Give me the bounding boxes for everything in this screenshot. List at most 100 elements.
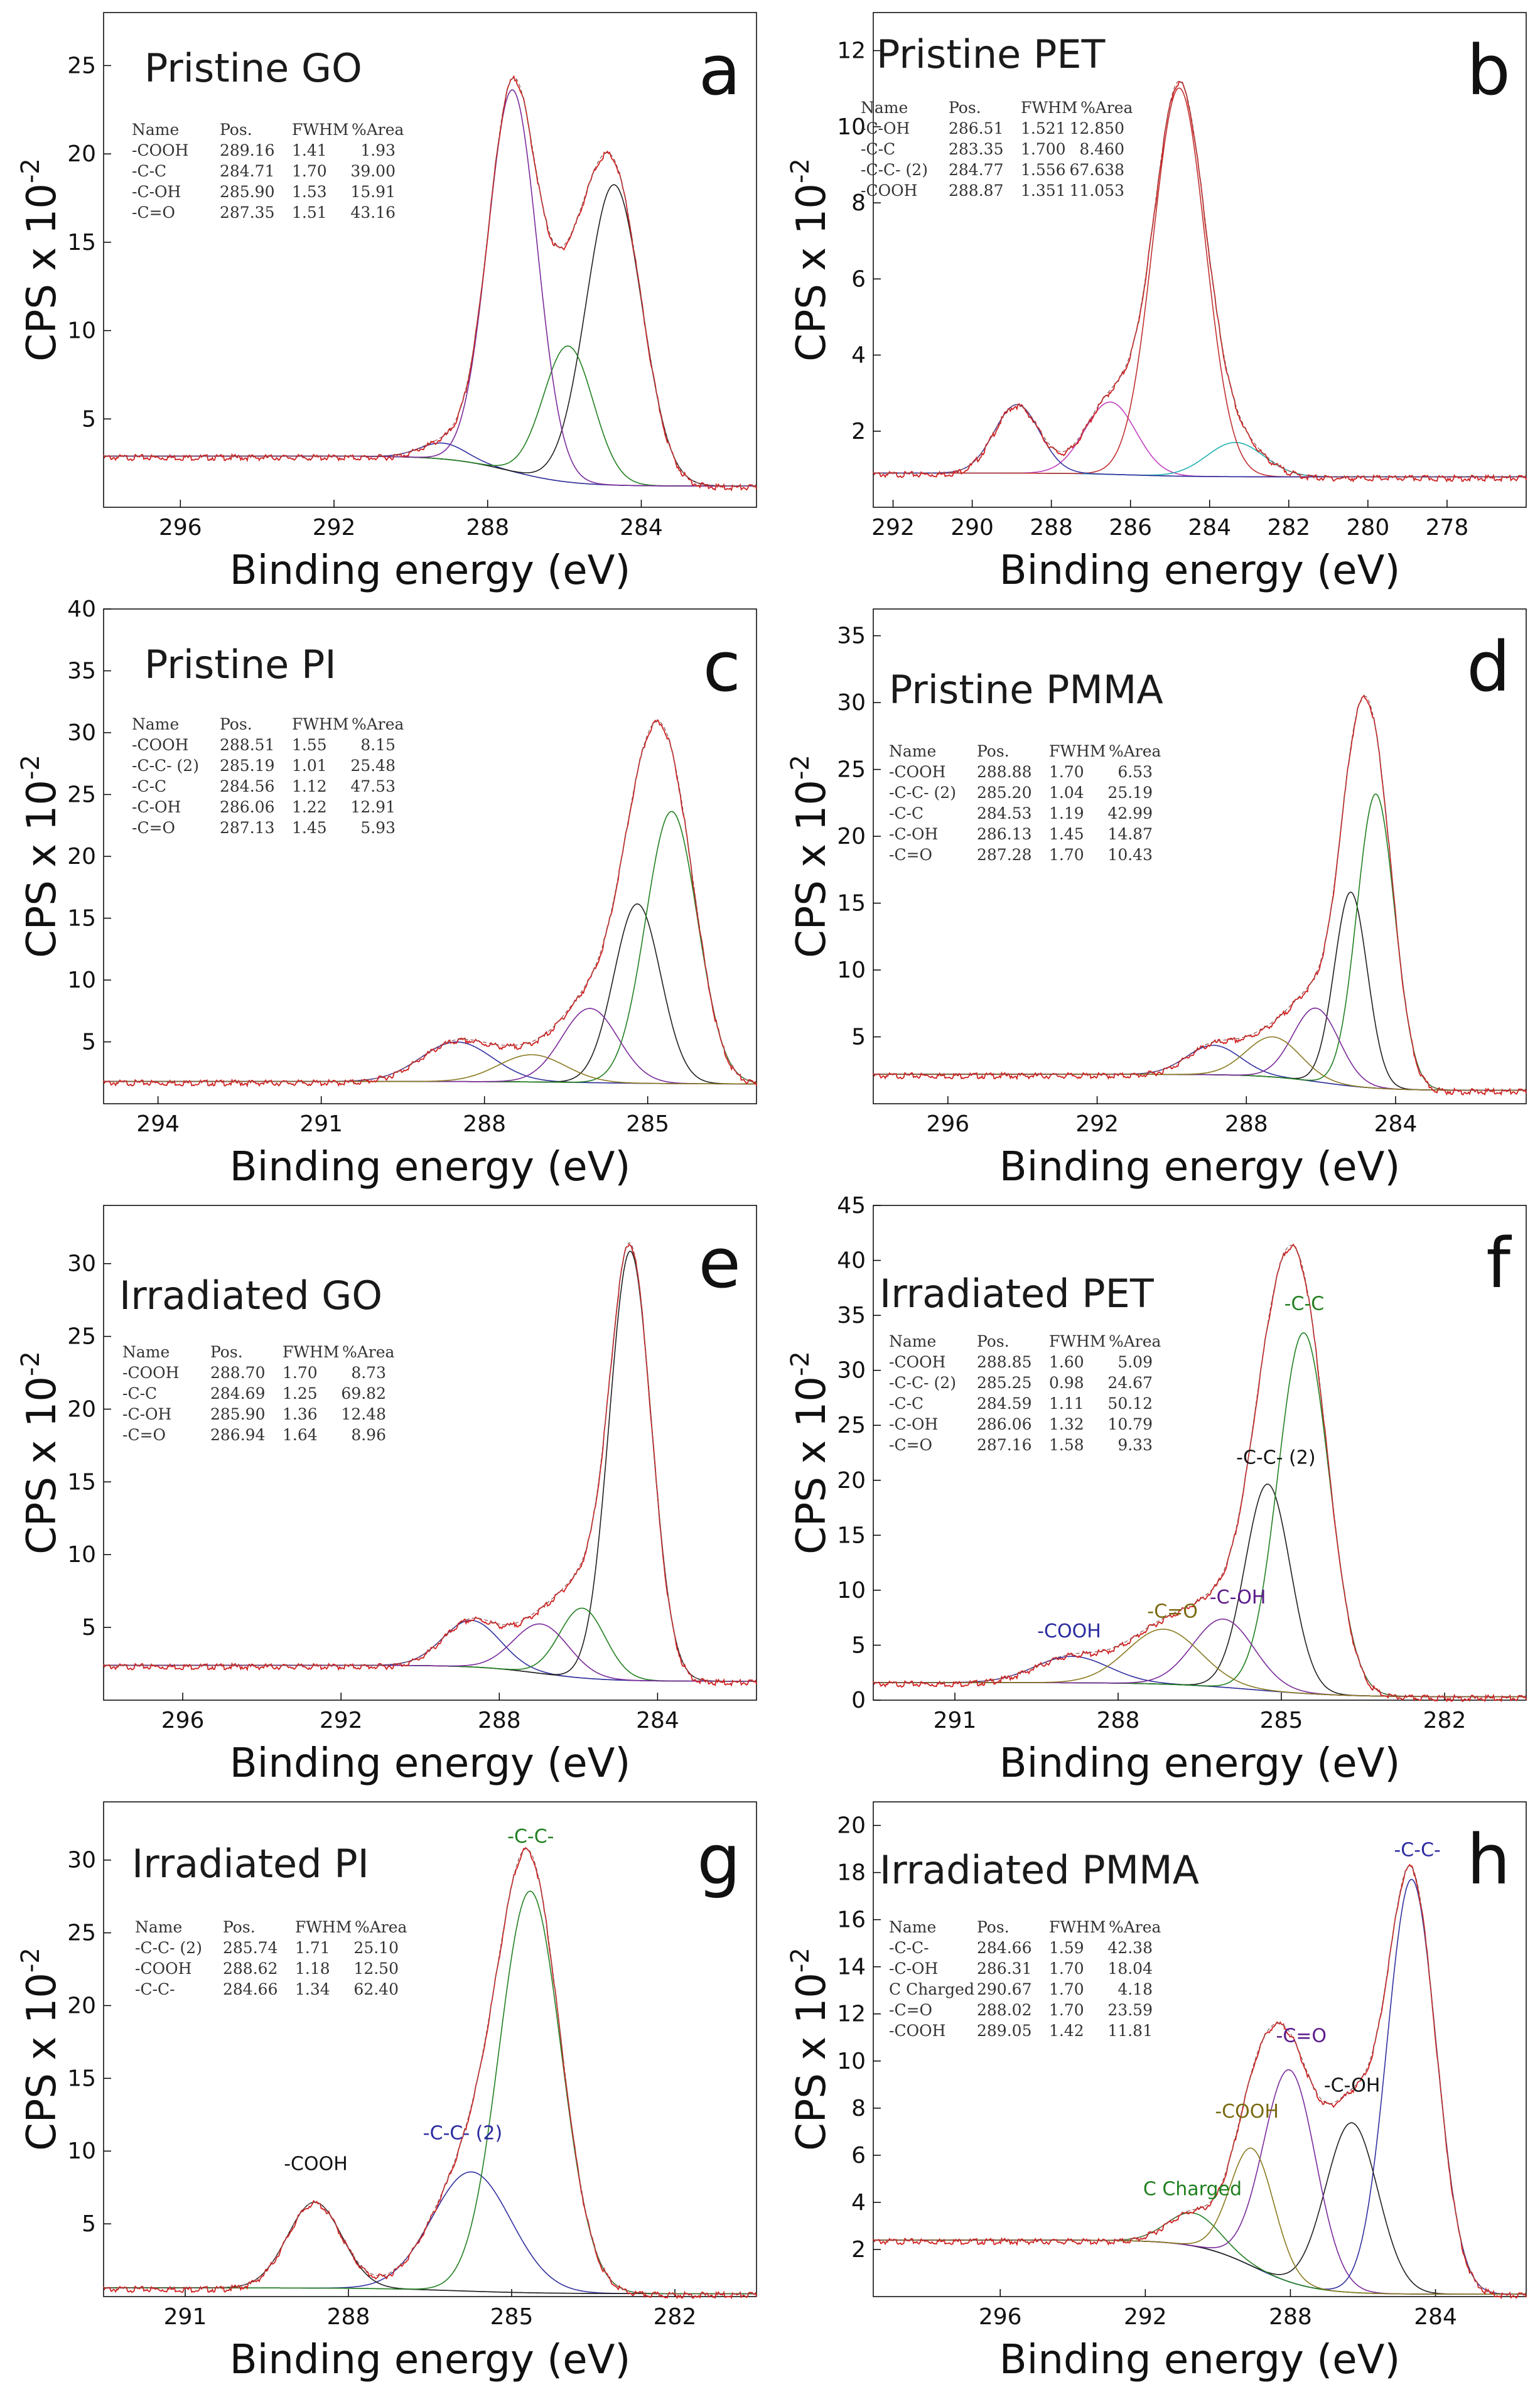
y-axis-title: CPS x 10-2 <box>786 755 835 958</box>
y-axis-exponent: -2 <box>786 1948 815 1973</box>
y-tick-label: 8 <box>851 2096 866 2121</box>
table-cell-fwhm: 1.42 <box>1049 2022 1084 2040</box>
table-cell-fwhm: 1.04 <box>1049 784 1084 802</box>
table-cell-pos: 284.66 <box>977 1939 1031 1957</box>
table-cell-area: 1.93 <box>360 141 396 159</box>
background-line <box>104 455 757 487</box>
panel-g: 291 288 285 282 5 10 15 20 25 30 Binding energy (e… <box>0 1789 770 2386</box>
table-header-2: Pos. <box>223 1918 256 1936</box>
envelope-curve <box>104 77 757 487</box>
x-tick-label: 294 <box>136 1111 180 1137</box>
table-cell-fwhm: 1.55 <box>292 736 327 754</box>
table-cell-area: 43.16 <box>350 203 396 222</box>
table-cell-area: 5.09 <box>1117 1353 1153 1371</box>
table-cell-name: -C=O <box>889 1436 932 1454</box>
panel-f-chart: 291 288 285 282 0 5 10 15 20 25 30 35 40 45 Binding en… <box>786 1193 1527 1787</box>
x-tick-label: 288 <box>463 1111 506 1137</box>
table-cell-name: -C-C- <box>135 1980 175 1998</box>
table-cell-area: 24.67 <box>1107 1374 1153 1392</box>
y-tick-label: 20 <box>67 1396 96 1422</box>
peak-annotation: -C-C- <box>507 1826 554 1848</box>
x-tick-label: 285 <box>626 1111 669 1137</box>
y-axis-title: CPS x 10-2 <box>786 158 835 362</box>
x-tick-label: 292 <box>313 515 356 541</box>
peak-annotation: -COOH <box>284 2153 348 2175</box>
raw-data-curve <box>873 1863 1527 2300</box>
table-header-2: Pos. <box>210 1343 243 1361</box>
panel-e: 296 292 288 284 5 10 15 20 25 30 Binding energy (e… <box>0 1193 770 1789</box>
y-tick-label: 25 <box>67 1324 96 1350</box>
y-tick-label: 18 <box>837 1860 866 1886</box>
table-cell-pos: 286.06 <box>220 798 274 816</box>
table-header-3: FWHM <box>283 1343 339 1361</box>
table-cell-area: 62.40 <box>353 1980 399 1998</box>
x-axis-title: Binding energy (eV) <box>230 547 631 594</box>
table-cell-area: 50.12 <box>1107 1394 1153 1413</box>
y-tick-label: 20 <box>837 1813 866 1839</box>
component-curve <box>873 1484 1526 1698</box>
peak-annotation: -COOH <box>1215 2101 1279 2123</box>
table-cell-pos: 285.25 <box>977 1374 1031 1392</box>
component-curve <box>104 89 757 487</box>
y-tick-label: 30 <box>837 1358 866 1384</box>
y-tick-label: 15 <box>837 891 866 917</box>
table-cell-fwhm: 1.70 <box>292 162 327 180</box>
table-cell-name: -C-C <box>122 1384 157 1403</box>
table-cell-pos: 289.05 <box>977 2022 1031 2040</box>
table-cell-name: -C=O <box>889 2001 932 2019</box>
x-tick-label: 292 <box>1124 2304 1167 2330</box>
peak-annotation: -C-C- (2) <box>423 2123 502 2145</box>
table-cell-pos: 290.67 <box>977 1980 1031 1998</box>
plot-frame <box>873 12 1527 508</box>
plot-frame <box>873 1801 1527 2297</box>
y-tick-label: 10 <box>67 1542 96 1568</box>
table-cell-fwhm: 1.22 <box>292 798 327 816</box>
background-line <box>873 1682 1526 1698</box>
y-tick-label: 15 <box>837 1522 866 1548</box>
table-cell-area: 15.91 <box>350 183 396 201</box>
table-cell-area: 8.73 <box>351 1364 386 1382</box>
x-tick-label: 282 <box>654 2304 697 2330</box>
component-curve <box>104 442 757 487</box>
y-tick-label: 8 <box>851 190 866 216</box>
table-header-4: %Area <box>352 715 404 733</box>
table-cell-fwhm: 1.70 <box>1049 2001 1084 2019</box>
component-curve <box>873 1629 1526 1698</box>
table-cell-fwhm: 1.351 <box>1021 181 1066 200</box>
table-cell-pos: 284.53 <box>977 804 1031 822</box>
y-tick-label: 4 <box>851 343 866 369</box>
x-axis-title: Binding energy (eV) <box>999 547 1401 594</box>
y-tick-label: 30 <box>67 720 96 746</box>
x-tick-label: 288 <box>478 1708 521 1733</box>
y-axis-exponent: -2 <box>786 755 815 780</box>
panel-b: 292 290 288 286 284 282 280 278 2 4 6 8 10 12 Binding … <box>770 0 1539 596</box>
y-tick-label: 10 <box>67 967 96 993</box>
table-cell-pos: 287.16 <box>977 1436 1031 1454</box>
panel-d-chart: 296 292 288 284 5 10 15 20 25 30 35 Binding energy … <box>786 608 1527 1190</box>
y-axis-title: CPS x 10-2 <box>16 1351 65 1555</box>
x-tick-label: 292 <box>1075 1111 1119 1137</box>
table-cell-fwhm: 1.70 <box>1049 1959 1084 1978</box>
table-cell-name: -C-C- (2) <box>861 161 928 179</box>
table-cell-fwhm: 1.51 <box>292 203 327 222</box>
envelope-curve <box>104 1242 757 1682</box>
x-tick-label: 284 <box>1188 515 1231 541</box>
table-cell-name: -COOH <box>132 141 188 159</box>
table-cell-area: 23.59 <box>1107 2001 1153 2019</box>
table-cell-pos: 288.87 <box>949 181 1003 200</box>
table-cell-name: C Charged <box>889 1980 974 1998</box>
y-tick-label: 35 <box>67 659 96 684</box>
table-cell-name: -C-OH <box>132 183 181 201</box>
x-tick-label: 296 <box>161 1708 205 1733</box>
plot-frame <box>103 1801 757 2297</box>
table-header-3: FWHM <box>292 121 348 139</box>
peak-annotation: -C=O <box>1276 2025 1327 2047</box>
component-curve <box>104 1623 757 1682</box>
table-cell-fwhm: 1.58 <box>1049 1436 1084 1454</box>
table-cell-fwhm: 1.64 <box>283 1426 318 1444</box>
table-cell-name: -C-C- (2) <box>889 784 956 802</box>
table-cell-area: 8.15 <box>360 736 396 754</box>
y-axis-title: CPS x 10-2 <box>786 1948 835 2151</box>
component-curve <box>104 2201 757 2295</box>
table-cell-name: -C-C <box>132 777 166 795</box>
